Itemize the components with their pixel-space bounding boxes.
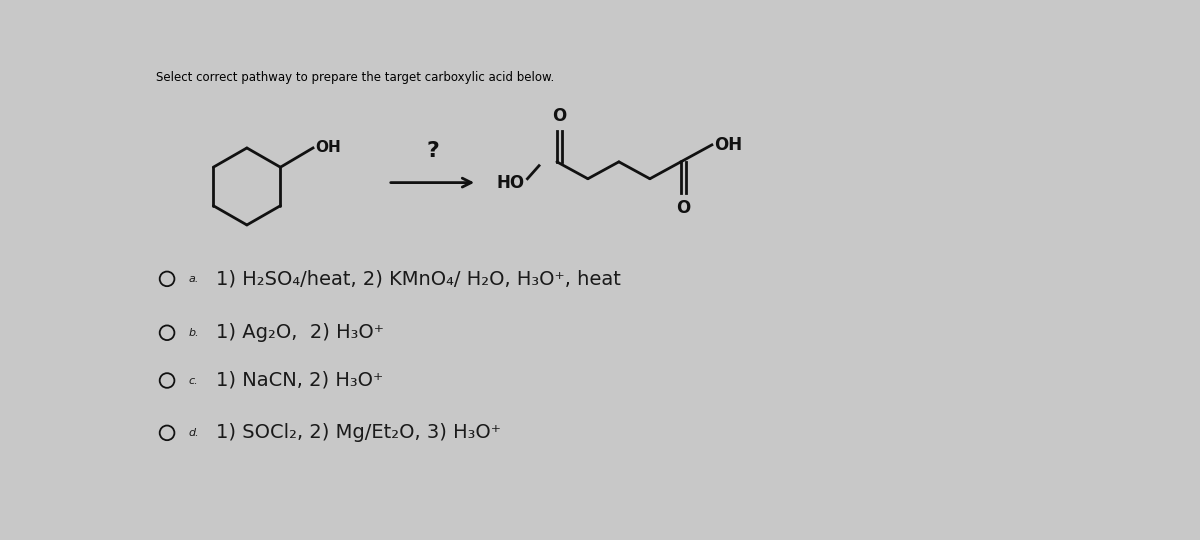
- Text: OH: OH: [714, 136, 743, 154]
- Text: 1) SOCl₂, 2) Mg/Et₂O, 3) H₃O⁺: 1) SOCl₂, 2) Mg/Et₂O, 3) H₃O⁺: [216, 423, 500, 442]
- Text: b.: b.: [188, 328, 199, 338]
- Text: O: O: [552, 107, 566, 125]
- Text: 1) NaCN, 2) H₃O⁺: 1) NaCN, 2) H₃O⁺: [216, 371, 383, 390]
- Text: OH: OH: [316, 140, 341, 156]
- Text: a.: a.: [188, 274, 199, 284]
- Text: 1) H₂SO₄/heat, 2) KMnO₄/ H₂O, H₃O⁺, heat: 1) H₂SO₄/heat, 2) KMnO₄/ H₂O, H₃O⁺, heat: [216, 269, 620, 288]
- Text: Select correct pathway to prepare the target carboxylic acid below.: Select correct pathway to prepare the ta…: [156, 71, 554, 84]
- Text: ?: ?: [426, 141, 439, 161]
- Text: HO: HO: [497, 174, 524, 192]
- Text: O: O: [677, 199, 691, 217]
- Text: d.: d.: [188, 428, 199, 438]
- Text: c.: c.: [188, 375, 198, 386]
- Text: 1) Ag₂O,  2) H₃O⁺: 1) Ag₂O, 2) H₃O⁺: [216, 323, 384, 342]
